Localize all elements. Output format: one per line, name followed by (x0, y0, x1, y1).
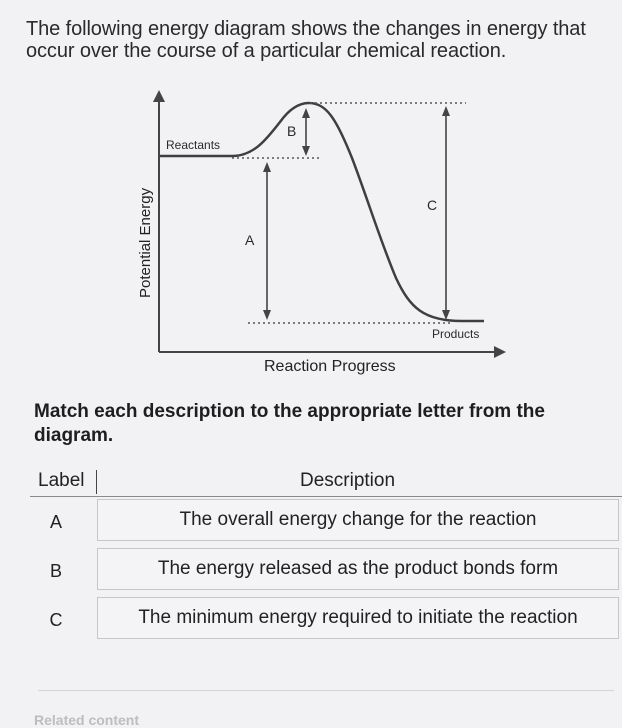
description-box-1[interactable]: The overall energy change for the reacti… (97, 499, 619, 541)
arrow-b-head-down (302, 146, 310, 156)
x-axis-label: Reaction Progress (264, 358, 396, 375)
row-label-a: A (49, 512, 62, 532)
arrow-b-head-up (302, 108, 310, 118)
label-column-header: Label (38, 470, 85, 491)
marker-a-label: A (245, 232, 255, 248)
description-box-2[interactable]: The energy released as the product bonds… (97, 548, 619, 590)
products-label: Products (432, 327, 479, 341)
arrow-a-head-up (263, 162, 271, 172)
x-axis-arrow (494, 346, 506, 358)
description-box-3[interactable]: The minimum energy required to initiate … (97, 597, 619, 639)
row-label-c: C (49, 610, 63, 630)
marker-b-label: B (287, 123, 296, 139)
reactants-label: Reactants (166, 138, 220, 152)
y-axis-label: Potential Energy (137, 187, 154, 298)
description-column-header: Description (300, 470, 396, 491)
arrow-c-head-down (442, 310, 450, 320)
row-label-b: B (49, 561, 62, 581)
arrow-a-head-down (263, 310, 271, 320)
footer-divider (38, 690, 614, 691)
energy-curve (160, 101, 484, 323)
intro-text: The following energy diagram shows the c… (26, 18, 586, 62)
match-prompt: Match each description to the appropriat… (34, 401, 545, 446)
header-divider (96, 470, 97, 494)
marker-c-label: C (427, 197, 437, 213)
match-table: Label Description A The overall energy c… (30, 468, 622, 639)
arrow-c-head-up (442, 106, 450, 116)
energy-diagram: Reactants Products A B C Potential Energ… (137, 90, 506, 375)
related-content-heading: Related content (34, 712, 140, 728)
header-rule (30, 496, 622, 497)
y-axis-arrow (153, 90, 165, 102)
